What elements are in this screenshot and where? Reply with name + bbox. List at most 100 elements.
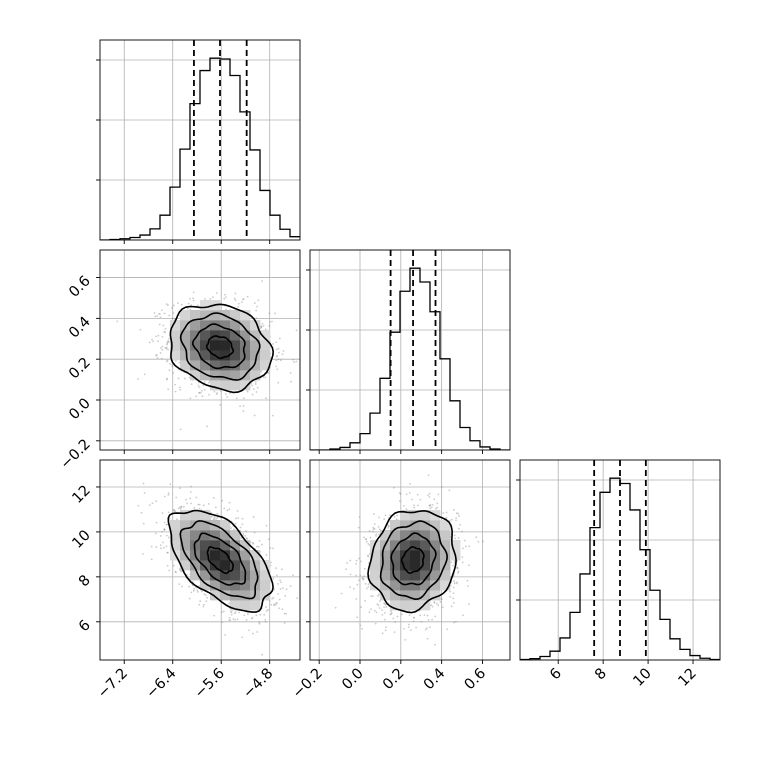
sample-point — [367, 542, 370, 545]
sample-point — [178, 583, 181, 586]
sample-point — [192, 291, 195, 294]
sample-point — [436, 502, 439, 505]
tick-label: 10 — [631, 666, 655, 690]
sample-point — [186, 502, 189, 505]
density-cell — [230, 350, 241, 361]
sample-point — [167, 348, 169, 351]
sample-point — [385, 626, 387, 629]
sample-point — [155, 500, 158, 503]
sample-point — [429, 507, 432, 510]
sample-point — [428, 496, 431, 498]
density-cell — [230, 380, 241, 391]
sample-point — [156, 315, 159, 317]
sample-point — [167, 341, 170, 344]
sample-point — [390, 613, 393, 615]
sample-point — [116, 320, 119, 323]
density-cell — [370, 580, 381, 591]
contour-level-2 — [179, 312, 261, 381]
sample-point — [268, 325, 271, 327]
sample-point — [273, 588, 276, 591]
sample-point — [188, 585, 191, 588]
sample-point — [232, 617, 235, 620]
sample-point — [417, 504, 420, 507]
density-cell — [230, 330, 241, 341]
sample-point — [234, 522, 237, 525]
sample-point — [261, 280, 263, 282]
density-cell — [370, 570, 381, 581]
sample-point — [224, 296, 227, 299]
sample-point — [254, 383, 257, 385]
sample-point — [171, 317, 174, 320]
sample-point — [453, 580, 455, 582]
density-cell — [260, 590, 271, 601]
sample-point — [258, 539, 261, 542]
density-cell — [420, 550, 431, 561]
density-cell — [260, 360, 271, 371]
sample-point — [162, 546, 165, 549]
sample-point — [275, 348, 278, 351]
sample-point — [392, 617, 395, 620]
sample-point — [290, 380, 293, 383]
sample-point — [171, 363, 174, 366]
contour-level-2 — [379, 520, 449, 601]
sample-point — [277, 593, 279, 595]
density-cell — [260, 580, 271, 591]
sample-point — [295, 360, 298, 363]
density-cell — [430, 590, 441, 601]
sample-point — [280, 581, 282, 584]
sample-point — [264, 620, 267, 623]
sample-point — [361, 627, 363, 630]
density-cell — [210, 320, 221, 331]
sample-point — [230, 613, 233, 616]
sample-point — [236, 509, 239, 512]
sample-point — [203, 388, 206, 391]
sample-point — [190, 485, 193, 488]
sample-point — [161, 512, 164, 514]
sample-point — [457, 512, 460, 515]
sample-point — [440, 598, 443, 601]
sample-point — [215, 518, 217, 520]
panel-hist-param2 — [520, 460, 720, 660]
sample-point — [148, 504, 151, 507]
sample-point — [172, 371, 175, 374]
sample-point — [198, 386, 201, 389]
density-cell — [390, 550, 401, 561]
sample-point — [467, 564, 470, 567]
sample-point — [239, 405, 241, 408]
density-cell — [210, 550, 221, 561]
density-cell — [200, 520, 211, 531]
sample-point — [189, 490, 192, 493]
sample-point — [408, 610, 410, 612]
sample-point — [277, 358, 280, 361]
density-cell — [220, 340, 231, 351]
tick-label: 0.6 — [66, 273, 94, 301]
sample-point — [384, 629, 387, 632]
density-cell — [220, 590, 231, 601]
density-cell — [450, 540, 461, 551]
sample-point — [251, 541, 254, 544]
sample-point — [228, 508, 231, 511]
sample-point — [182, 505, 185, 508]
sample-point — [452, 597, 455, 600]
sample-point — [393, 631, 396, 634]
sample-point — [383, 602, 385, 605]
sample-point — [395, 518, 398, 521]
sample-point — [247, 613, 249, 616]
sample-point — [229, 619, 232, 622]
sample-point — [420, 620, 423, 623]
sample-point — [456, 566, 459, 569]
density-cell — [250, 320, 261, 331]
sample-point — [383, 606, 385, 609]
sample-point — [188, 297, 191, 300]
sample-point — [159, 544, 162, 547]
sample-point — [239, 526, 242, 529]
density-cell — [240, 320, 251, 331]
sample-point — [260, 543, 263, 546]
sample-point — [235, 397, 238, 400]
sample-point — [358, 579, 360, 582]
sample-point — [440, 597, 443, 600]
sample-point — [236, 618, 239, 621]
sample-point — [207, 381, 210, 384]
sample-point — [192, 297, 194, 300]
sample-point — [219, 390, 222, 392]
